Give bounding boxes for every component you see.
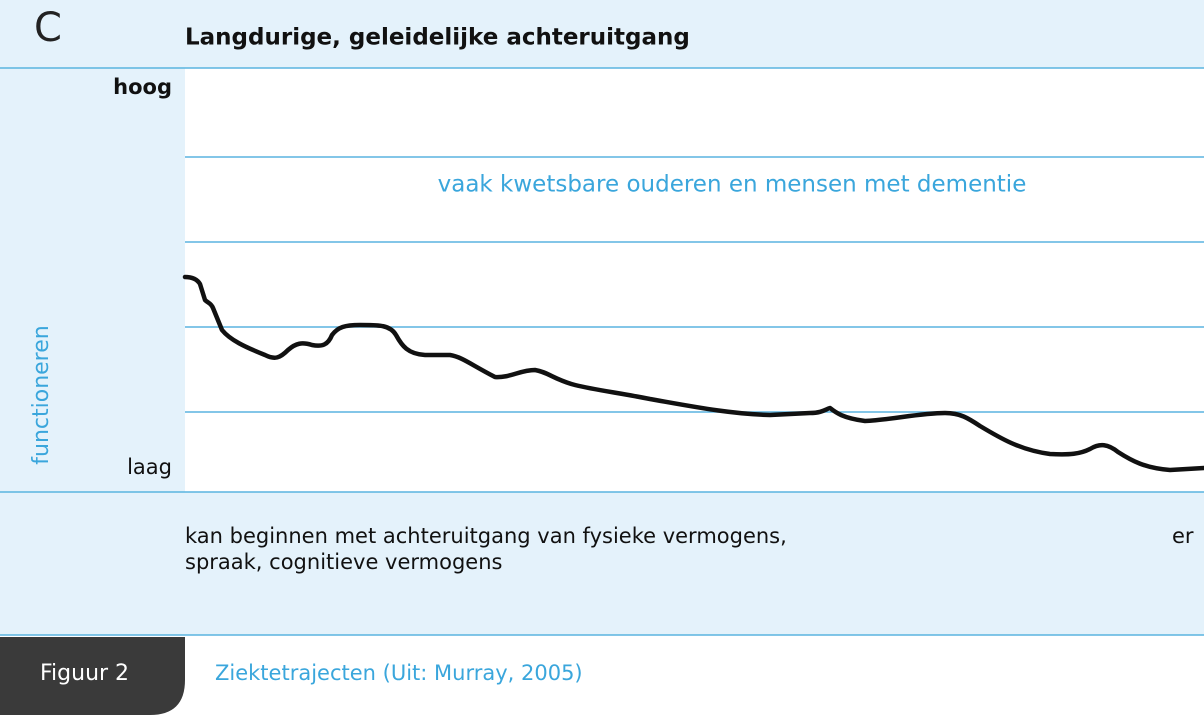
axis-label: functioneren [29,325,54,464]
axis-low: laag [127,455,172,479]
plot-area [185,68,1204,492]
axis-high: hoog [113,75,172,99]
description-line: spraak, cognitieve vermogens [185,550,502,574]
panel-title: Langdurige, geleidelijke achteruitgang [185,25,690,51]
trajectory-curve [182,274,1204,473]
footer-label: Figuur 2 [40,661,129,686]
description-cut: er [1172,524,1194,548]
footer-tab [0,637,185,715]
footer-caption: Ziektetrajecten (Uit: Murray, 2005) [215,661,583,685]
description-line: kan beginnen met achteruitgang van fysie… [185,524,787,548]
annotation: vaak kwetsbare ouderen en mensen met dem… [438,172,1027,198]
panel-letter: C [34,5,62,51]
